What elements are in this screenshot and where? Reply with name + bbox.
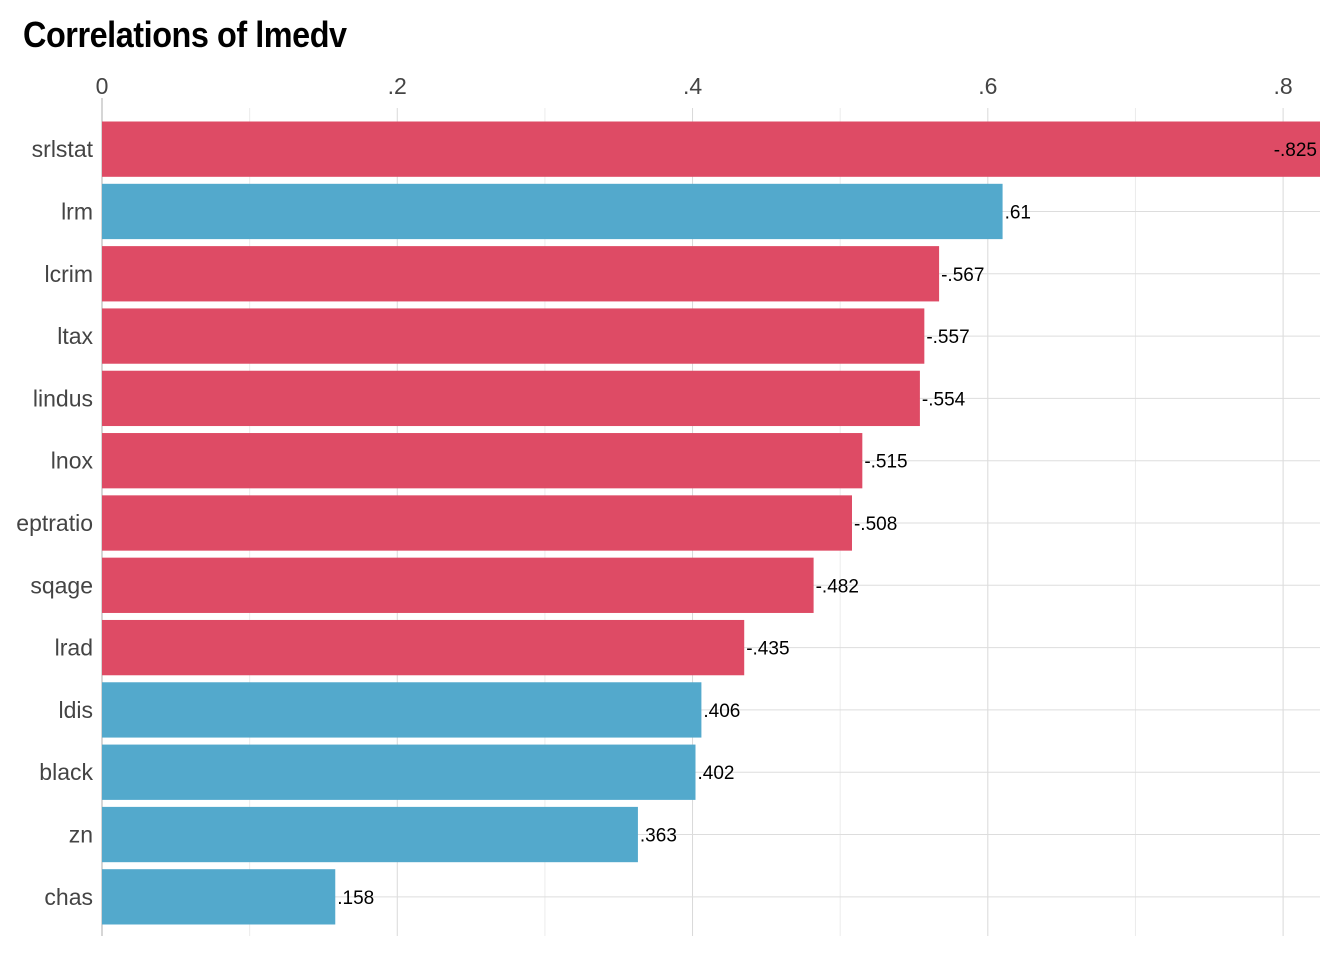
data-label: .158 [337, 888, 374, 909]
x-tick-label: .4 [683, 73, 702, 99]
bar-lnox [102, 433, 863, 489]
category-label: lnox [51, 448, 94, 474]
data-label: -.825 [1274, 140, 1317, 161]
category-label: lrad [55, 635, 93, 661]
data-label: -.515 [864, 452, 907, 473]
data-label: -.557 [926, 327, 969, 348]
bar-ltax [102, 308, 925, 364]
category-label: lindus [33, 385, 93, 411]
data-label: -.435 [746, 639, 789, 660]
data-label: .363 [640, 826, 677, 847]
category-label: chas [44, 884, 93, 910]
data-label: -.554 [922, 389, 966, 410]
category-label: black [39, 759, 93, 785]
bar-black [102, 744, 696, 800]
bar-eptratio [102, 495, 852, 551]
bar-lrad [102, 619, 745, 676]
data-label: .406 [703, 701, 740, 722]
x-tick-label: .8 [1273, 73, 1292, 99]
category-label: eptratio [16, 510, 93, 536]
category-label: ltax [57, 323, 93, 349]
x-tick-label: .6 [978, 73, 997, 99]
data-label: .61 [1005, 202, 1031, 223]
chart-title: Correlations of lmedv [23, 14, 347, 55]
category-label: ldis [58, 697, 93, 723]
bar-lrm [102, 183, 1003, 240]
data-label: -.567 [941, 265, 984, 286]
bars [102, 121, 1320, 925]
data-label: -.508 [854, 514, 897, 535]
bar-ldis [102, 682, 702, 738]
bar-sqage [102, 557, 814, 613]
bar-chas [102, 869, 336, 925]
x-tick-label: .2 [388, 73, 407, 99]
labels: srlstat -.825 lrm .61 lcrim -.567 ltax -.557 lin… [16, 136, 1317, 910]
bar-lcrim [102, 246, 940, 302]
category-label: zn [69, 822, 93, 848]
data-label: .402 [697, 763, 734, 784]
category-label: srlstat [32, 136, 94, 162]
data-label: -.482 [816, 576, 859, 597]
category-label: lrm [61, 198, 93, 224]
category-label: sqage [30, 572, 93, 598]
bar-zn [102, 806, 638, 863]
bar-srlstat [102, 121, 1320, 177]
category-label: lcrim [44, 261, 93, 287]
bar-lindus [102, 370, 920, 427]
x-tick-label: 0 [96, 73, 109, 99]
